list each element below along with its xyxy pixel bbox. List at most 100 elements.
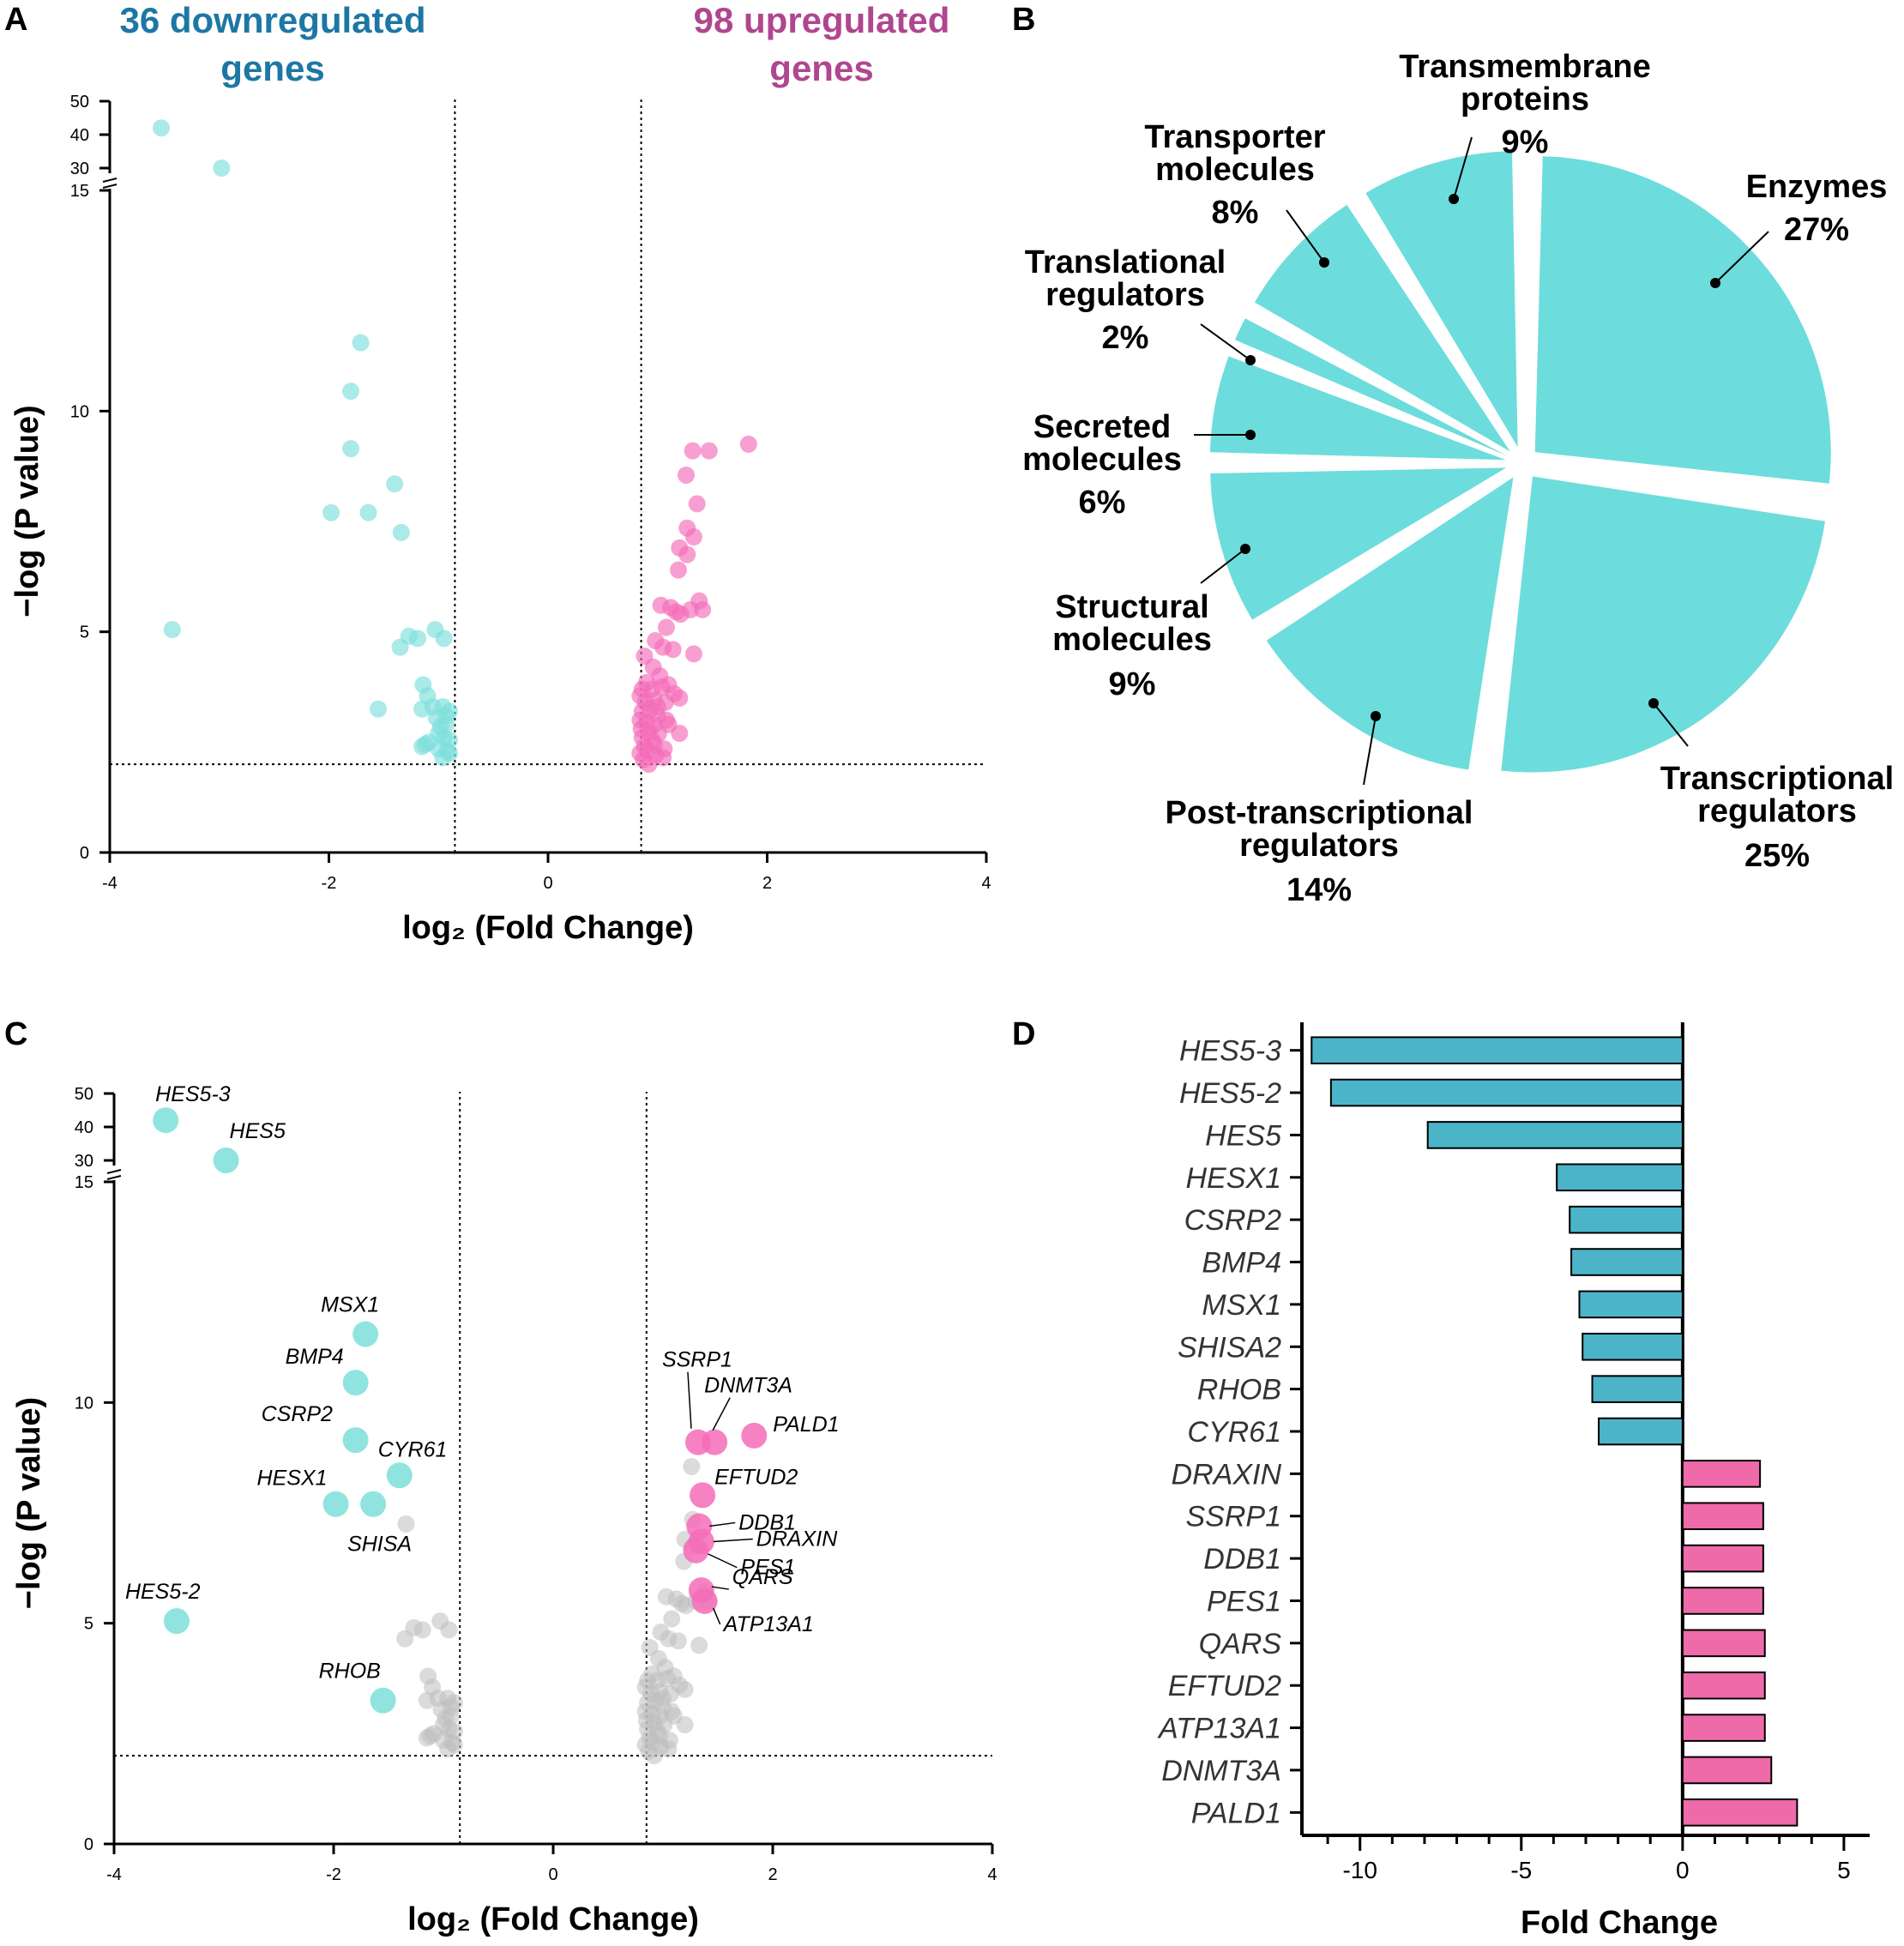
slice-label: proteins: [1461, 81, 1589, 117]
upregulated-point: [670, 561, 688, 579]
slice-label: molecules: [1022, 442, 1182, 478]
y-tick-label: 10: [70, 402, 89, 421]
unlabeled-point: [663, 1702, 681, 1720]
category-label: QARS: [1199, 1628, 1282, 1660]
gene-label-leader: [712, 1397, 731, 1431]
gene-label-leader: [713, 1538, 753, 1543]
slice-leader-line: [1200, 548, 1246, 584]
panel-d-letter: D: [1012, 1016, 1035, 1052]
x-tick-label: -5: [1510, 1857, 1532, 1883]
upregulated-point: [665, 684, 683, 702]
unlabeled-point: [672, 1594, 690, 1612]
pie-slice: [1210, 467, 1507, 620]
pie-slice: [1266, 477, 1514, 770]
slice-label: Translational: [1025, 244, 1226, 280]
downregulated-point: [153, 119, 171, 137]
bar: [1681, 1798, 1799, 1827]
gene-label-leader: [712, 1607, 721, 1625]
downregulated-point: [386, 475, 404, 493]
x-tick-label: 4: [987, 1865, 997, 1884]
gene-label: PES1: [740, 1556, 795, 1580]
y-tick-label: 0: [84, 1835, 93, 1854]
gene-label-leader: [708, 1553, 738, 1569]
unlabeled-point: [683, 1457, 701, 1475]
pie-slice: [1365, 151, 1518, 448]
x-tick-label: -2: [322, 874, 337, 893]
y-axis-label: −log (P value): [11, 1397, 47, 1609]
pie-slice: [1534, 156, 1831, 484]
x-tick-label: -4: [102, 874, 117, 893]
category-label: CSRP2: [1184, 1204, 1281, 1237]
downregulated-point: [441, 744, 459, 762]
upregulated-point: [671, 725, 689, 743]
gene-label: CSRP2: [262, 1402, 333, 1426]
gene-label: HES5-3: [155, 1082, 231, 1106]
slice-percent: 9%: [1502, 124, 1549, 160]
gene-label-leader: [711, 1586, 729, 1590]
upregulated-point: [657, 618, 675, 636]
slice-label: Transmembrane: [1399, 49, 1651, 85]
labeled-downregulated-point: [360, 1491, 387, 1517]
gene-label: BMP4: [286, 1345, 344, 1369]
category-label: DDB1: [1203, 1543, 1281, 1575]
labeled-downregulated-point: [213, 1148, 239, 1173]
labeled-downregulated-point: [153, 1107, 179, 1134]
x-tick-label: -10: [1342, 1857, 1377, 1883]
category-label: SHISA2: [1178, 1331, 1281, 1364]
labeled-downregulated-point: [352, 1321, 379, 1347]
y-tick-label: 50: [75, 1085, 93, 1104]
category-label: PALD1: [1191, 1797, 1281, 1829]
upregulated-point: [648, 698, 666, 716]
slice-label: Transporter: [1144, 119, 1325, 155]
bar: [1556, 1163, 1684, 1192]
bar: [1681, 1671, 1766, 1700]
unlabeled-point: [425, 1725, 443, 1743]
slice-label: Post-transcriptional: [1166, 795, 1473, 831]
bar: [1329, 1078, 1684, 1107]
x-tick-label: 2: [768, 1865, 777, 1884]
unlabeled-point: [669, 1632, 687, 1650]
labeled-downregulated-point: [342, 1427, 369, 1454]
x-tick-label: 0: [548, 1865, 557, 1884]
category-label: RHOB: [1197, 1374, 1281, 1407]
category-label: HES5-3: [1179, 1035, 1281, 1068]
bar: [1681, 1756, 1773, 1785]
axis-break-mark: [102, 184, 117, 189]
slice-label: molecules: [1052, 622, 1212, 658]
unlabeled-point: [440, 1621, 458, 1639]
category-label: EFTUD2: [1168, 1670, 1281, 1702]
bar: [1681, 1714, 1766, 1742]
y-tick-label: 30: [70, 160, 89, 178]
x-tick-label: 2: [762, 874, 772, 893]
x-tick-label: -2: [326, 1865, 341, 1884]
gene-label-leader: [687, 1371, 692, 1429]
slice-leader-line: [1714, 231, 1769, 284]
unlabeled-point: [690, 1636, 708, 1654]
downregulated-point: [322, 503, 340, 521]
category-label: BMP4: [1202, 1247, 1281, 1280]
gene-label: MSX1: [321, 1293, 379, 1317]
unlabeled-point: [671, 1676, 689, 1694]
slice-percent: 14%: [1286, 872, 1352, 908]
labeled-upregulated-point: [741, 1422, 768, 1449]
gene-label: EFTUD2: [714, 1465, 798, 1489]
upregulated-point: [657, 711, 675, 729]
panel-a-letter: A: [4, 2, 27, 38]
slice-percent: 9%: [1109, 666, 1156, 702]
gene-label: DNMT3A: [704, 1374, 792, 1398]
downregulated-point: [213, 160, 231, 177]
slice-label: molecules: [1155, 152, 1315, 188]
upregulated-point: [688, 495, 706, 513]
y-tick-label: 5: [84, 1615, 93, 1634]
category-label: SSRP1: [1186, 1501, 1282, 1533]
slice-label: Secreted: [1033, 409, 1172, 445]
bar-chart-d: HES5-3 HES5-2 HES5 HESX1 CSRP2 BMP4 MSX1 SHISA2…: [1157, 1022, 1870, 1941]
downregulated-point: [435, 630, 453, 648]
labeled-downregulated-point: [322, 1491, 349, 1517]
category-label: CYR61: [1187, 1416, 1281, 1449]
gene-label: HES5: [230, 1119, 286, 1143]
slice-label: regulators: [1045, 277, 1205, 313]
upregulated-point: [667, 603, 685, 621]
